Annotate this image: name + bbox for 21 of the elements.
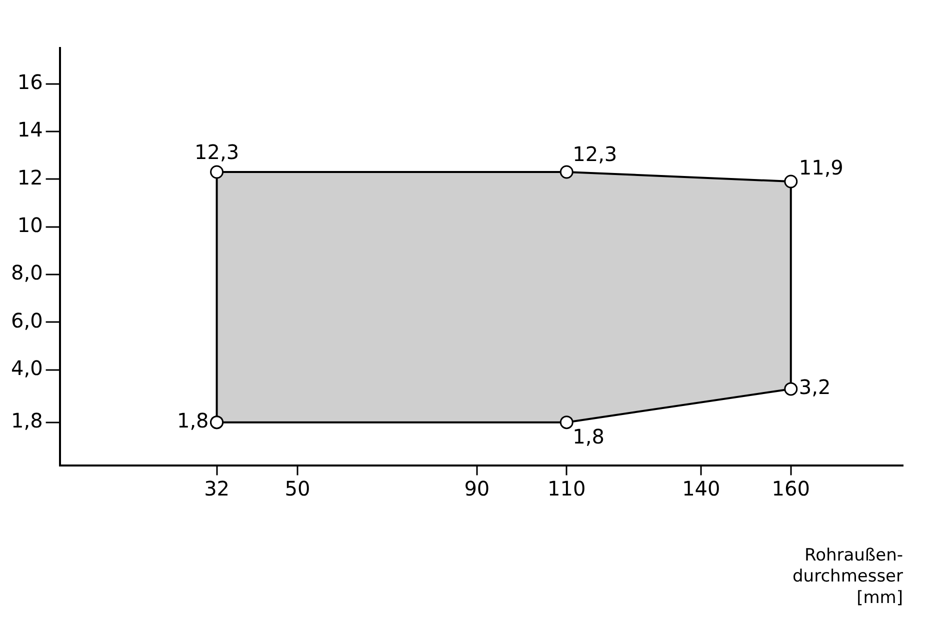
x-axis-title: Rohraußen- durchmesser [mm]: [792, 545, 904, 608]
x-tick-label: 90: [464, 476, 490, 500]
x-tick-label: 50: [284, 476, 310, 500]
x-tick-label: 110: [548, 476, 586, 500]
y-tick-label: 4,0: [10, 356, 43, 380]
data-label: 12,3: [572, 142, 618, 166]
x-tick-label: 140: [682, 476, 720, 500]
y-tick-label: 10: [17, 213, 43, 238]
x-tick-label: 32: [204, 476, 230, 500]
data-label: 1,8: [176, 408, 209, 433]
y-tick-label: 6,0: [10, 308, 43, 332]
data-label: 12,3: [194, 140, 240, 164]
data-label: 1,8: [572, 424, 604, 449]
y-tick-label: 16: [17, 70, 43, 94]
x-tick-label: 160: [772, 476, 810, 500]
y-tick-label: 8,0: [10, 260, 43, 285]
data-label: 3,2: [798, 375, 831, 400]
y-tick-label: 12: [17, 165, 43, 190]
y-tick-label: 1,8: [10, 408, 43, 433]
data-label: 11,9: [798, 156, 844, 180]
y-tick-label: 14: [17, 118, 43, 142]
